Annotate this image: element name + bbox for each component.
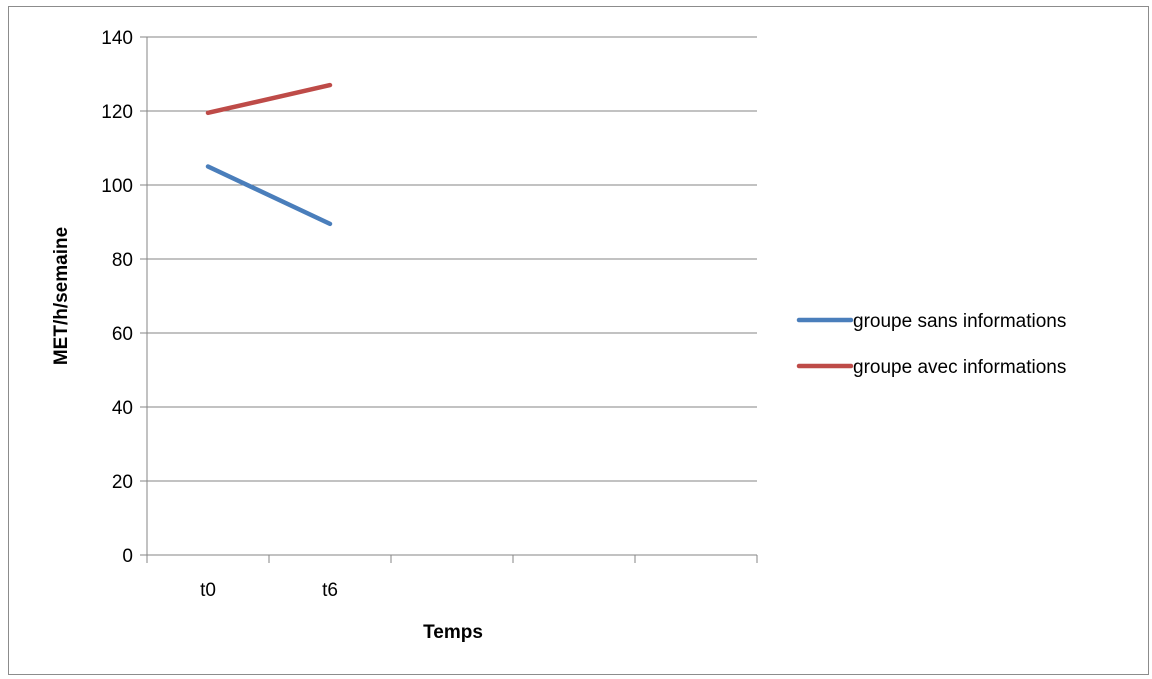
gridlines bbox=[147, 36, 757, 482]
series-line bbox=[205, 164, 333, 227]
y-tick-label: 0 bbox=[122, 546, 133, 567]
legend-label: groupe sans informations bbox=[853, 311, 1066, 332]
y-tick-label: 40 bbox=[112, 398, 133, 419]
y-tick-label: 120 bbox=[101, 102, 133, 123]
chart-frame bbox=[8, 6, 1149, 675]
legend-label: groupe avec informations bbox=[853, 357, 1066, 378]
series-lines bbox=[205, 82, 333, 227]
axes bbox=[140, 36, 758, 563]
y-tick-label: 20 bbox=[112, 472, 133, 493]
x-tick-label: t0 bbox=[200, 580, 216, 601]
x-tick-label: t6 bbox=[322, 580, 338, 601]
x-axis-title: Temps bbox=[423, 622, 483, 643]
y-tick-label: 140 bbox=[101, 28, 133, 49]
y-tick-label: 80 bbox=[112, 250, 133, 271]
x-tick-labels: t0 t6 bbox=[200, 580, 338, 601]
legend: groupe sans informations groupe avec info… bbox=[796, 311, 1066, 378]
series-line bbox=[205, 82, 333, 116]
y-axis-title: MET/h/semaine bbox=[51, 227, 72, 365]
y-tick-labels: 0 20 40 60 80 100 120 140 bbox=[101, 28, 133, 567]
y-tick-label: 100 bbox=[101, 176, 133, 197]
y-tick-label: 60 bbox=[112, 324, 133, 345]
